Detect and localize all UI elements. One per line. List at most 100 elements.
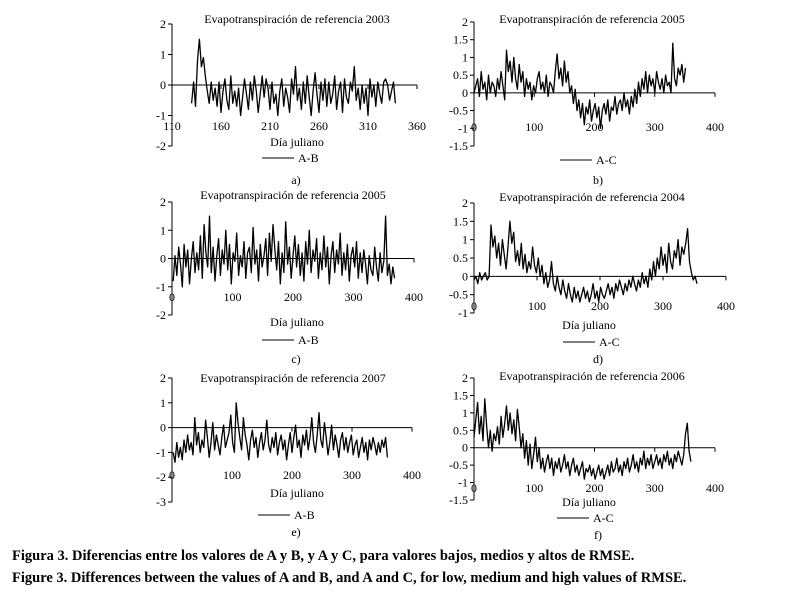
y-tick-label: 0.5 [453,423,468,437]
y-tick-label: -0.5 [449,104,468,118]
caption-spanish: Figura 3. Diferencias entre los valores … [12,548,635,564]
x-tick-label: 300 [343,468,361,482]
panel-c: Evapotranspiración de referencia 2005 -2 -… [156,188,423,366]
y-tick-label: 1.5 [453,214,468,228]
y-tick-label: 0 [462,269,468,283]
x-tick-label: 400 [405,290,423,304]
y-tick-label: -3 [156,495,166,509]
y-tick-label: -1 [458,476,468,490]
x-tick-label: 300 [345,290,363,304]
x-tick-label: 400 [706,120,724,134]
chart-title: Evapotranspiración de referencia 2005 [499,12,685,26]
y-tick-label: 1 [160,48,166,62]
x-axis-label: Día juliano [270,315,324,329]
panel-label: f) [594,528,602,542]
x-tick-label: 200 [586,120,604,134]
y-tick-label: 0.5 [453,68,468,82]
x-axis-label: Día juliano [270,486,324,500]
panel-label: b) [593,173,603,187]
caption-english: Figure 3. Differences between the values… [12,570,687,586]
x-tick-label: 210 [261,119,279,133]
x-tick-label: 0 [169,290,175,304]
y-tick-label: -1.5 [449,139,468,153]
chart-title: Evapotranspiración de referencia 2004 [499,190,685,204]
x-tick-label: 200 [284,290,302,304]
panel-label: d) [593,352,603,366]
y-tick-label: 2 [160,371,166,385]
legend-label: A-C [593,511,614,525]
panel-d: Evapotranspiración de referencia 2004 -1 -… [449,190,735,366]
y-tick-label: 1 [160,223,166,237]
x-tick-label: 260 [310,119,328,133]
panel-f: Evapotranspiración de referencia 2006 -1.… [449,369,724,542]
x-tick-label: 300 [646,120,664,134]
series-line-A-C [473,398,692,480]
y-tick-label: 1 [462,406,468,420]
x-tick-label: 400 [403,468,421,482]
x-tick-label: 0 [471,299,477,313]
panel-label: c) [291,352,300,366]
x-axis-label: Día juliano [562,495,616,509]
y-tick-label: 0 [462,441,468,455]
legend-label: A-B [298,333,319,347]
y-tick-label: 0 [160,78,166,92]
y-tick-label: -0.5 [449,288,468,302]
x-tick-label: 300 [646,481,664,495]
y-tick-label: -1 [458,306,468,320]
x-tick-label: 300 [654,299,672,313]
chart-title: Evapotranspiración de referencia 2003 [204,12,390,26]
x-tick-label: 200 [586,481,604,495]
y-tick-label: 2 [160,195,166,209]
legend-label: A-C [596,153,617,167]
y-tick-label: -1.5 [449,493,468,507]
y-tick-label: 2 [160,17,166,31]
x-tick-label: 110 [163,119,181,133]
panel-e: Evapotranspiración de referencia 2007 -3 -… [156,371,421,539]
y-tick-label: 0 [160,252,166,266]
series-line-A-C [473,220,698,303]
y-tick-label: 0 [462,86,468,100]
series-line-A-B [172,402,389,463]
y-tick-label: -1 [458,121,468,135]
panel-label: e) [291,525,300,539]
x-tick-label: 360 [408,119,426,133]
y-tick-label: -1 [156,280,166,294]
x-tick-label: 100 [224,290,242,304]
chart-title: Evapotranspiración de referencia 2005 [200,188,386,202]
legend-label: A-B [298,151,319,165]
panel-label: a) [291,173,300,187]
x-tick-label: 0 [471,481,477,495]
legend-label: A-C [599,335,620,349]
panel-a: Evapotranspiración de referencia 2003 -2 -… [156,12,426,187]
y-tick-label: 2 [462,371,468,385]
x-tick-label: 0 [471,120,477,134]
y-tick-label: 0 [160,421,166,435]
x-tick-label: 100 [528,299,546,313]
y-tick-label: -2 [156,308,166,322]
x-tick-label: 0 [169,468,175,482]
y-tick-label: 1.5 [453,388,468,402]
y-tick-label: 2 [462,15,468,29]
x-tick-label: 100 [223,468,241,482]
y-tick-label: 1 [160,396,166,410]
y-tick-label: 1 [462,50,468,64]
y-tick-label: 2 [462,196,468,210]
series-line-A-B [190,38,397,117]
y-tick-label: 0.5 [453,251,468,265]
panel-b: Evapotranspiración de referencia 2005 -1.… [449,12,724,187]
x-tick-label: 200 [283,468,301,482]
chart-title: Evapotranspiración de referencia 2006 [499,369,685,383]
legend-label: A-B [294,508,315,522]
x-tick-label: 400 [706,481,724,495]
x-axis-label: Día juliano [562,318,616,332]
y-tick-label: -1 [156,445,166,459]
x-tick-label: 200 [591,299,609,313]
y-tick-label: 1 [462,233,468,247]
y-tick-label: -2 [156,139,166,153]
chart-title: Evapotranspiración de referencia 2007 [200,371,386,385]
x-axis-label: Día juliano [270,135,324,149]
y-tick-label: -2 [156,470,166,484]
x-tick-label: 160 [212,119,230,133]
